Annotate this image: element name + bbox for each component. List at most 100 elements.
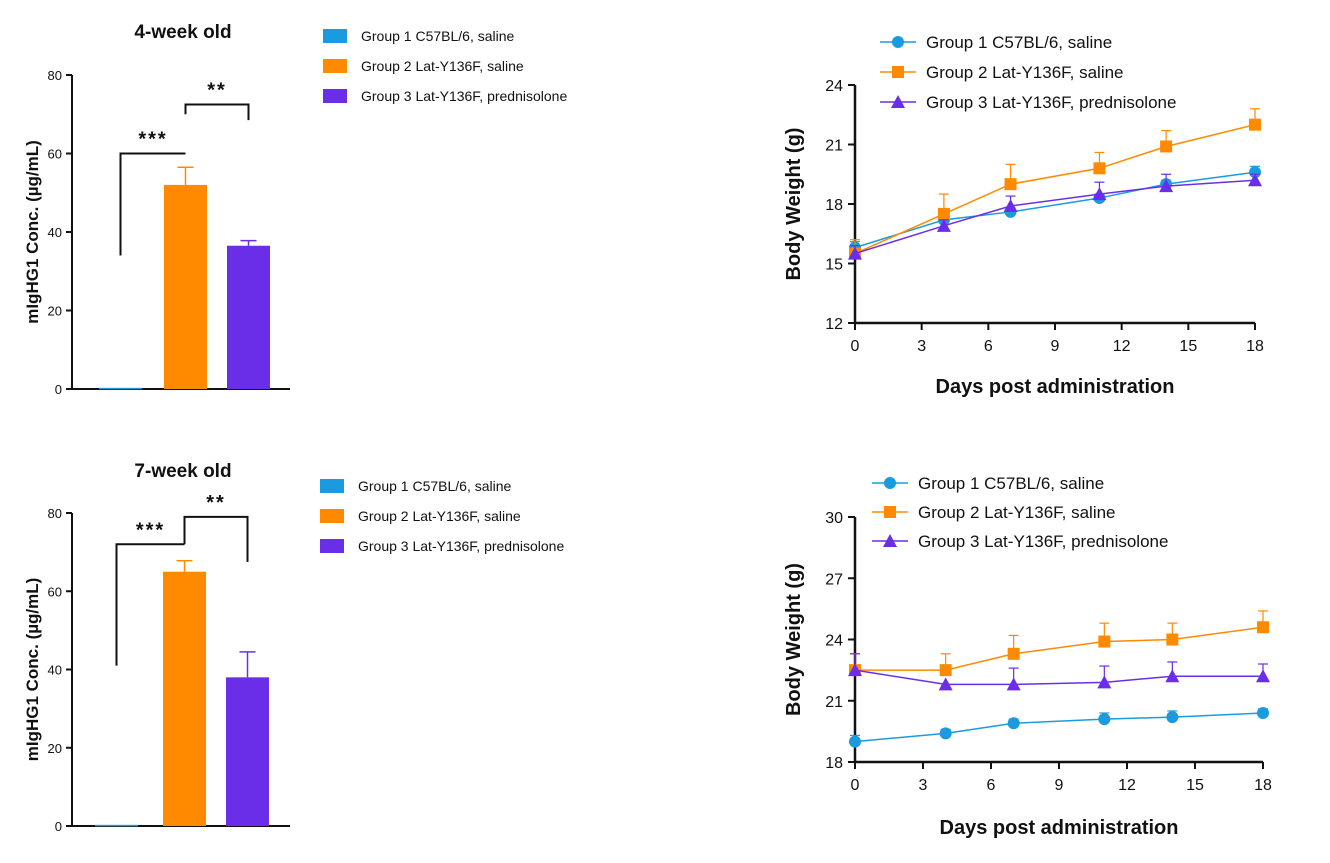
data-point-3 bbox=[1092, 187, 1107, 201]
legend-label-3: Group 3 Lat-Y136F, prednisolone bbox=[358, 538, 564, 554]
data-point-2 bbox=[1166, 633, 1179, 646]
data-point-2 bbox=[1249, 118, 1261, 131]
data-point-3 bbox=[1159, 179, 1174, 193]
significance-stars: ** bbox=[207, 79, 227, 101]
x-axis-label: Days post administration bbox=[936, 376, 1175, 398]
data-point-3 bbox=[1248, 173, 1262, 187]
x-tick-label: 6 bbox=[984, 338, 993, 355]
x-tick-label: 3 bbox=[919, 777, 928, 794]
significance-stars: *** bbox=[138, 129, 167, 151]
legend-marker-3 bbox=[891, 95, 905, 108]
x-tick-label: 18 bbox=[1254, 777, 1272, 794]
bar-2 bbox=[164, 184, 207, 389]
x-tick-label: 0 bbox=[851, 338, 860, 355]
significance-bracket bbox=[115, 543, 185, 666]
y-tick-label: 21 bbox=[825, 138, 843, 155]
data-point-2 bbox=[1004, 178, 1017, 191]
data-point-2 bbox=[937, 207, 950, 220]
x-tick-label: 9 bbox=[1051, 338, 1060, 355]
x-axis-label: Days post administration bbox=[940, 817, 1179, 839]
bar-1 bbox=[95, 824, 138, 827]
legend-marker-1 bbox=[892, 36, 904, 48]
x-tick-label: 6 bbox=[987, 777, 996, 794]
data-point-3 bbox=[1097, 675, 1112, 689]
y-axis-label: mIgHG1 Conc. (µg/mL) bbox=[23, 578, 42, 762]
bar-2 bbox=[163, 571, 206, 826]
legend-label-1: Group 1 C57BL/6, saline bbox=[918, 474, 1104, 493]
data-point-3 bbox=[848, 246, 862, 260]
data-point-3 bbox=[1165, 669, 1180, 683]
legend-swatch-1 bbox=[320, 479, 344, 493]
legend-label-1: Group 1 C57BL/6, saline bbox=[926, 33, 1112, 52]
chart-title: 7-week old bbox=[134, 461, 231, 482]
y-axis-label: Body Weight (g) bbox=[783, 563, 805, 716]
bar-3 bbox=[227, 245, 270, 389]
data-point-2 bbox=[1257, 621, 1269, 634]
series-line-3 bbox=[854, 669, 1263, 686]
y-tick-label: 20 bbox=[48, 304, 62, 319]
data-point-2 bbox=[1160, 140, 1173, 153]
y-tick-label: 0 bbox=[55, 382, 62, 397]
x-tick-label: 12 bbox=[1113, 338, 1131, 355]
data-point-3 bbox=[1003, 198, 1018, 212]
y-tick-label: 40 bbox=[48, 225, 62, 240]
data-point-1 bbox=[939, 727, 952, 740]
legend-marker-2 bbox=[892, 66, 904, 78]
y-tick-label: 20 bbox=[48, 741, 62, 756]
legend-label-2: Group 2 Lat-Y136F, saline bbox=[918, 503, 1116, 522]
data-point-3 bbox=[848, 663, 862, 677]
legend-swatch-3 bbox=[320, 539, 344, 553]
y-tick-label: 40 bbox=[48, 663, 62, 678]
series-line-2 bbox=[855, 626, 1264, 671]
data-point-1 bbox=[1257, 707, 1269, 719]
y-tick-label: 15 bbox=[825, 257, 843, 274]
legend-swatch-3 bbox=[323, 89, 347, 103]
y-tick-label: 18 bbox=[825, 197, 843, 214]
data-point-1 bbox=[1007, 717, 1020, 730]
x-tick-label: 15 bbox=[1179, 338, 1197, 355]
data-point-1 bbox=[849, 735, 861, 748]
data-point-3 bbox=[1256, 669, 1270, 683]
legend-label-2: Group 2 Lat-Y136F, saline bbox=[926, 63, 1124, 82]
x-tick-label: 12 bbox=[1118, 777, 1136, 794]
data-point-2 bbox=[1007, 647, 1020, 660]
data-point-2 bbox=[1098, 635, 1111, 648]
x-tick-label: 18 bbox=[1246, 338, 1264, 355]
legend-label-2: Group 2 Lat-Y136F, saline bbox=[358, 508, 521, 524]
y-tick-label: 12 bbox=[825, 316, 843, 333]
y-tick-label: 21 bbox=[825, 694, 843, 711]
data-point-3 bbox=[938, 677, 953, 691]
data-point-1 bbox=[1098, 713, 1111, 726]
series-line-3 bbox=[854, 179, 1256, 255]
y-axis-label: Body Weight (g) bbox=[783, 128, 805, 281]
significance-bracket bbox=[183, 515, 249, 562]
x-tick-label: 15 bbox=[1186, 777, 1204, 794]
significance-bracket bbox=[119, 152, 186, 256]
y-tick-label: 24 bbox=[825, 78, 843, 95]
y-tick-label: 60 bbox=[48, 584, 62, 599]
significance-stars: ** bbox=[206, 492, 226, 514]
y-tick-label: 24 bbox=[825, 633, 843, 650]
x-tick-label: 0 bbox=[851, 777, 860, 794]
legend-marker-1 bbox=[884, 477, 896, 489]
legend-label-2: Group 2 Lat-Y136F, saline bbox=[361, 58, 524, 74]
legend-label-1: Group 1 C57BL/6, saline bbox=[358, 478, 512, 494]
y-tick-label: 80 bbox=[48, 68, 62, 83]
series-line-2 bbox=[854, 123, 1256, 255]
legend-swatch-2 bbox=[320, 509, 344, 523]
data-point-1 bbox=[1166, 711, 1179, 724]
significance-stars: *** bbox=[136, 519, 165, 541]
legend-label-3: Group 3 Lat-Y136F, prednisolone bbox=[926, 93, 1176, 112]
y-tick-label: 30 bbox=[825, 510, 843, 527]
x-tick-label: 9 bbox=[1055, 777, 1064, 794]
significance-bracket bbox=[184, 103, 250, 121]
data-point-3 bbox=[936, 218, 951, 232]
legend-marker-2 bbox=[884, 506, 896, 518]
y-tick-label: 60 bbox=[48, 147, 62, 162]
legend-label-1: Group 1 C57BL/6, saline bbox=[361, 28, 515, 44]
data-point-2 bbox=[1093, 162, 1106, 175]
bar-1 bbox=[99, 387, 142, 390]
y-tick-label: 80 bbox=[48, 506, 62, 521]
data-point-3 bbox=[1006, 677, 1021, 691]
